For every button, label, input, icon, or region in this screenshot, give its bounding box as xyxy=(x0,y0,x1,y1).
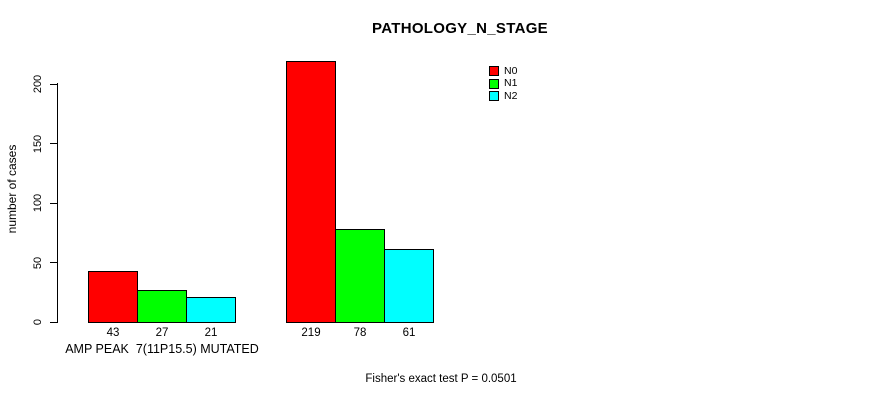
y-tick-mark xyxy=(50,83,57,85)
bar-value-label: 61 xyxy=(402,327,416,339)
bar-n1-group2 xyxy=(335,229,385,323)
legend-label: N0 xyxy=(504,64,518,77)
bar-n0-group2 xyxy=(286,61,336,323)
legend-row: N2 xyxy=(489,90,517,102)
y-tick-label: 200 xyxy=(32,74,44,94)
bar-n1-group1 xyxy=(137,290,187,323)
legend-row: N0 xyxy=(489,65,517,77)
bar-value-label: 21 xyxy=(204,327,218,339)
y-tick-mark xyxy=(50,202,57,204)
y-tick-mark xyxy=(50,321,57,323)
y-tick-mark xyxy=(50,143,57,144)
y-axis-line xyxy=(57,83,58,323)
legend-label: N2 xyxy=(504,89,518,102)
bar-value-label: 43 xyxy=(106,327,120,339)
legend-label: N1 xyxy=(504,77,518,90)
y-tick-label: 50 xyxy=(32,256,44,269)
y-tick-label: 100 xyxy=(32,193,44,213)
bar-n2-group2 xyxy=(384,249,434,323)
bar-value-label: 219 xyxy=(301,327,321,339)
legend-row: N1 xyxy=(489,77,517,89)
y-tick-label: 0 xyxy=(32,318,44,326)
legend: N0 N1 N2 xyxy=(489,65,517,102)
annotation-text: Fisher's exact test P = 0.0501 xyxy=(365,373,517,385)
chart-title: PATHOLOGY_N_STAGE xyxy=(372,20,548,37)
bar-n2-group1 xyxy=(186,297,236,323)
y-tick-mark xyxy=(50,262,57,263)
bar-value-label: 78 xyxy=(353,327,367,339)
y-tick-label: 150 xyxy=(32,134,44,153)
x-axis-group-label: AMP PEAK 7(11P15.5) MUTATED xyxy=(65,342,259,356)
bar-value-label: 27 xyxy=(155,327,169,339)
y-axis-title: number of cases xyxy=(5,144,19,234)
legend-swatch-icon xyxy=(489,66,499,77)
bar-n0-group1 xyxy=(88,271,138,323)
legend-swatch-icon xyxy=(489,78,499,89)
legend-swatch-icon xyxy=(489,90,499,101)
